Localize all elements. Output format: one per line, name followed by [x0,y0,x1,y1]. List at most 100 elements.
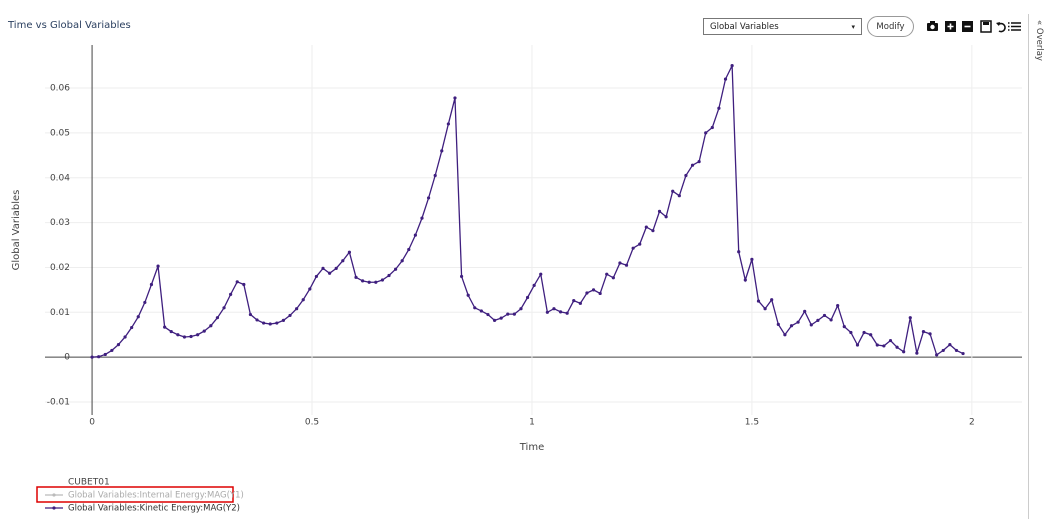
data-point [176,333,180,337]
data-point [684,173,688,178]
data-point [413,233,417,237]
data-point [888,338,893,343]
data-point [341,259,345,263]
data-point [710,125,714,130]
data-point [552,307,556,311]
data-point [202,329,206,333]
data-point [499,316,503,320]
data-point [268,322,272,326]
data-point [796,320,800,324]
y-tick-label: 0.03 [50,218,70,228]
data-point [723,77,728,81]
data-point [539,272,543,276]
x-tick-label: 2 [969,418,975,428]
side-divider [1028,14,1029,519]
list-icon[interactable] [1008,22,1021,31]
zoom-out-icon[interactable] [962,21,973,32]
data-point [756,299,761,303]
data-point [281,318,286,322]
data-point [651,229,655,233]
data-point [803,309,807,313]
data-point [123,335,127,339]
data-point [816,318,820,322]
data-point [915,351,919,355]
data-point [149,282,154,287]
data-point [770,298,774,302]
data-point [393,267,398,271]
data-point [262,321,266,325]
data-point [941,348,945,353]
data-point [229,292,233,296]
data-point [295,307,299,311]
x-tick-label: 1.5 [745,418,759,428]
dropdown-text: Global Variables [710,22,779,32]
data-point [578,301,582,305]
data-point [545,310,549,314]
data-point [512,312,516,316]
data-point [763,307,767,311]
x-axis-title: Time [519,442,544,453]
data-point [314,274,319,279]
data-point [374,280,378,284]
data-point [519,307,523,311]
data-point [558,310,563,314]
variable-dropdown[interactable]: Global Variables ▾ [703,18,862,35]
data-point [420,216,424,220]
data-point [136,315,140,319]
data-point [611,276,615,280]
data-point [222,306,226,310]
data-point [387,273,391,278]
data-point [928,332,932,336]
data-point [433,173,437,178]
toolbar-icons [927,20,1021,33]
overlay-tab[interactable]: « Overlay [1034,20,1044,61]
data-point [492,318,497,322]
data-point [301,298,305,302]
modify-button[interactable]: Modify [867,16,914,37]
data-point [116,342,121,347]
data-point [895,345,899,349]
x-tick-label: 0.5 [305,418,319,428]
y-tick-label: 0.04 [50,173,70,183]
data-point [842,325,846,329]
y-tick-label: -0.01 [47,397,70,407]
data-point [103,352,107,357]
data-point [671,189,675,193]
data-point [565,311,569,315]
data-point [163,325,167,329]
y-tick-label: 0 [64,353,70,363]
zoom-in-icon[interactable] [945,21,956,32]
data-point [875,343,879,347]
data-point [638,242,642,246]
data-point [347,250,352,254]
y-tick-label: 0.02 [50,263,70,273]
reset-icon[interactable] [996,22,1006,33]
highlight-box [36,486,234,503]
data-point [704,131,708,135]
data-point [809,323,813,327]
data-point [440,149,444,153]
data-point [354,275,358,279]
data-point [902,350,906,354]
data-point [605,272,609,276]
data-point [446,122,450,126]
data-point [473,306,477,310]
data-point [328,271,332,275]
data-point [453,96,457,100]
data-point [908,316,912,320]
data-point [248,312,253,317]
data-point [215,316,220,320]
x-tick-label: 1 [529,418,535,428]
data-point [189,334,193,339]
data-point [664,215,668,219]
data-point [961,351,965,356]
data-point [235,280,239,284]
data-point [506,312,510,316]
data-point [479,309,483,313]
save-icon[interactable] [980,20,992,33]
page-title: Time vs Global Variables [8,20,131,31]
y-axis-title: Global Variables [11,190,22,271]
camera-icon[interactable] [927,21,938,31]
data-point [690,163,695,167]
